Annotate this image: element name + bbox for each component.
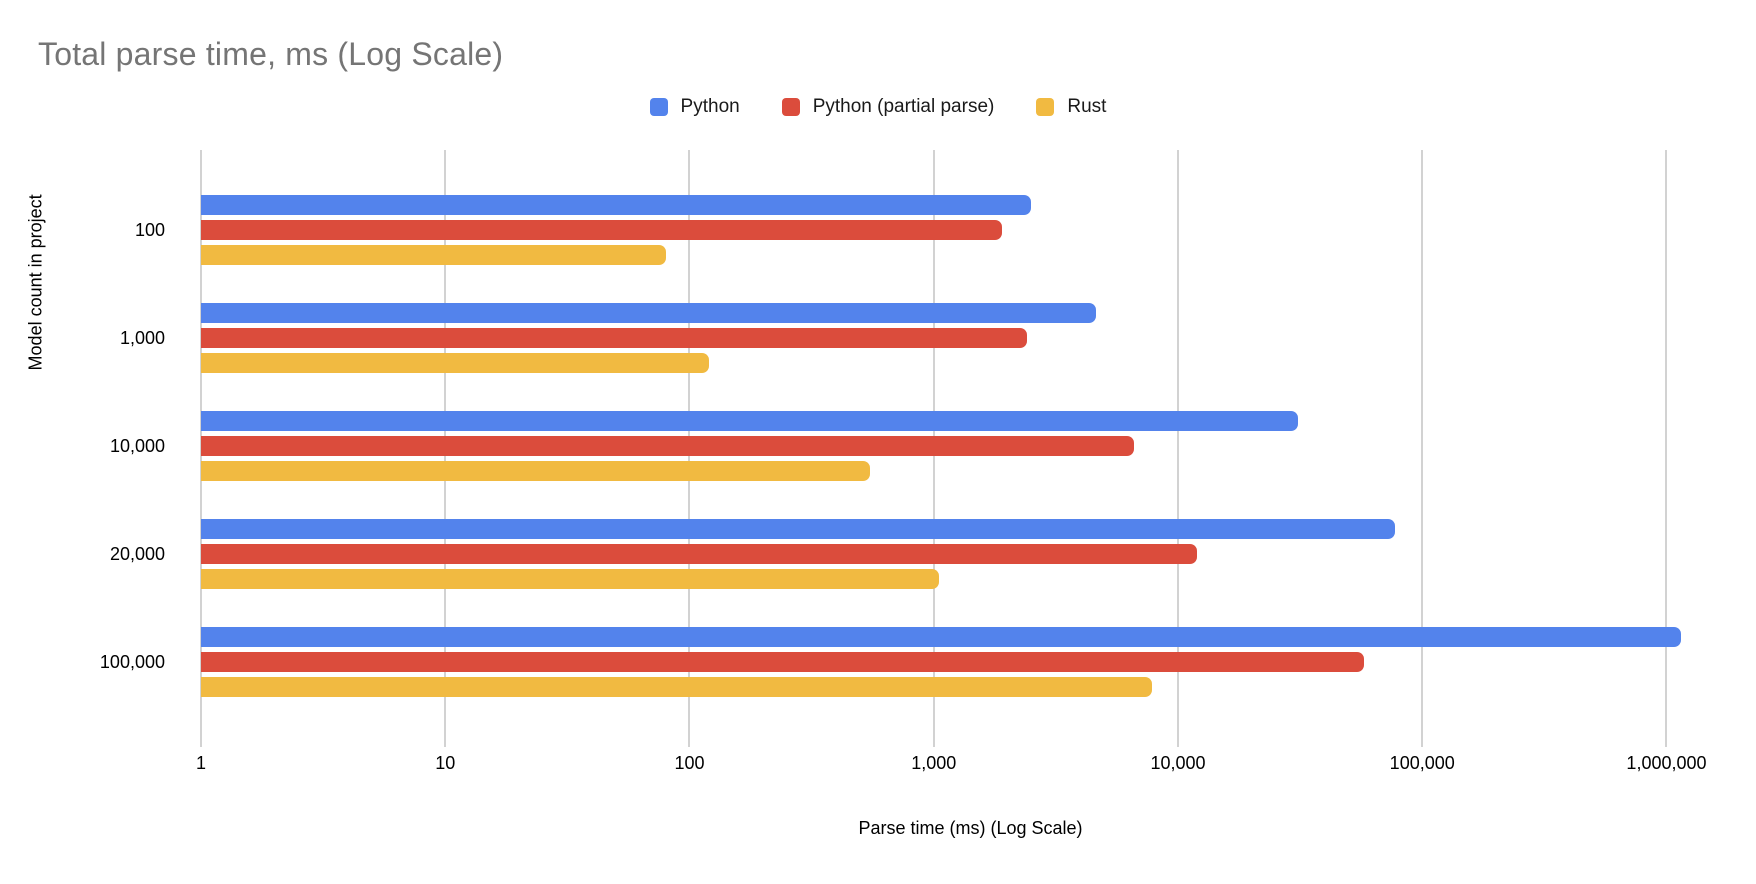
bar-group-1000: 1,000 <box>0 303 1740 373</box>
bar-rows: 100 1,000 10,000 20,000 100,000 <box>0 150 1740 747</box>
legend-label: Python <box>680 96 740 117</box>
bar-stack <box>201 303 1740 373</box>
legend: Python Python (partial parse) Rust <box>0 96 1756 118</box>
bar-rust-20000[interactable] <box>201 569 939 589</box>
bar-rust-100000[interactable] <box>201 677 1152 697</box>
x-tick-label: 1,000,000 <box>1626 753 1707 773</box>
bar-stack <box>201 195 1740 265</box>
y-category-label: 10,000 <box>109 435 165 456</box>
y-category-label: 100 <box>134 219 165 240</box>
legend-item-python-partial-parse[interactable]: Python (partial parse) <box>781 96 995 118</box>
y-category-label: 1,000 <box>119 327 165 348</box>
bar-python-partial-parse-100[interactable] <box>201 220 1002 240</box>
legend-item-python[interactable]: Python <box>649 96 740 118</box>
x-axis-tick-labels: 1 10 100 1,000 10,000 100,000 1,000,000 <box>196 753 1740 779</box>
x-tick-label: 100,000 <box>1389 753 1455 773</box>
x-tick-label: 100 <box>674 753 705 773</box>
bar-stack <box>201 519 1740 589</box>
legend-item-rust[interactable]: Rust <box>1036 96 1106 118</box>
bar-python-partial-parse-100000[interactable] <box>201 652 1365 672</box>
bar-group-10000: 10,000 <box>0 411 1740 481</box>
legend-swatch-icon <box>781 98 800 116</box>
bar-python-20000[interactable] <box>201 519 1395 539</box>
bar-python-10000[interactable] <box>201 411 1298 431</box>
y-category-label: 100,000 <box>99 651 165 672</box>
bar-python-1000[interactable] <box>201 303 1096 323</box>
legend-swatch-icon <box>649 98 668 116</box>
bar-python-partial-parse-10000[interactable] <box>201 436 1134 456</box>
gridline-100000 <box>1421 150 1424 747</box>
bar-python-100000[interactable] <box>201 627 1682 647</box>
bar-python-partial-parse-20000[interactable] <box>201 544 1198 564</box>
bar-python-100[interactable] <box>201 195 1031 215</box>
legend-swatch-icon <box>1036 98 1055 116</box>
bar-stack <box>201 627 1740 697</box>
bar-group-100000: 100,000 <box>0 627 1740 697</box>
bar-rust-1000[interactable] <box>201 353 709 373</box>
bar-group-20000: 20,000 <box>0 519 1740 589</box>
legend-label: Python (partial parse) <box>812 96 995 117</box>
x-axis-title: Parse time (ms) (Log Scale) <box>858 818 1083 838</box>
bar-rust-100[interactable] <box>201 245 666 265</box>
x-tick-label: 10 <box>435 753 456 773</box>
x-tick-label: 1 <box>195 753 207 773</box>
plot-area: 100 1,000 10,000 20,000 100,000 <box>100 150 1740 747</box>
chart-title: Total parse time, ms (Log Scale) <box>38 36 504 72</box>
bar-rust-10000[interactable] <box>201 461 871 481</box>
x-tick-label: 10,000 <box>1150 753 1206 773</box>
legend-label: Rust <box>1067 96 1107 117</box>
bar-stack <box>201 411 1740 481</box>
gridline-10000 <box>1176 150 1179 747</box>
gridline-1000000 <box>1665 150 1668 747</box>
x-tick-label: 1,000 <box>911 753 957 773</box>
bar-group-100: 100 <box>0 195 1740 265</box>
y-category-label: 20,000 <box>109 543 165 564</box>
bar-python-partial-parse-1000[interactable] <box>201 328 1027 348</box>
